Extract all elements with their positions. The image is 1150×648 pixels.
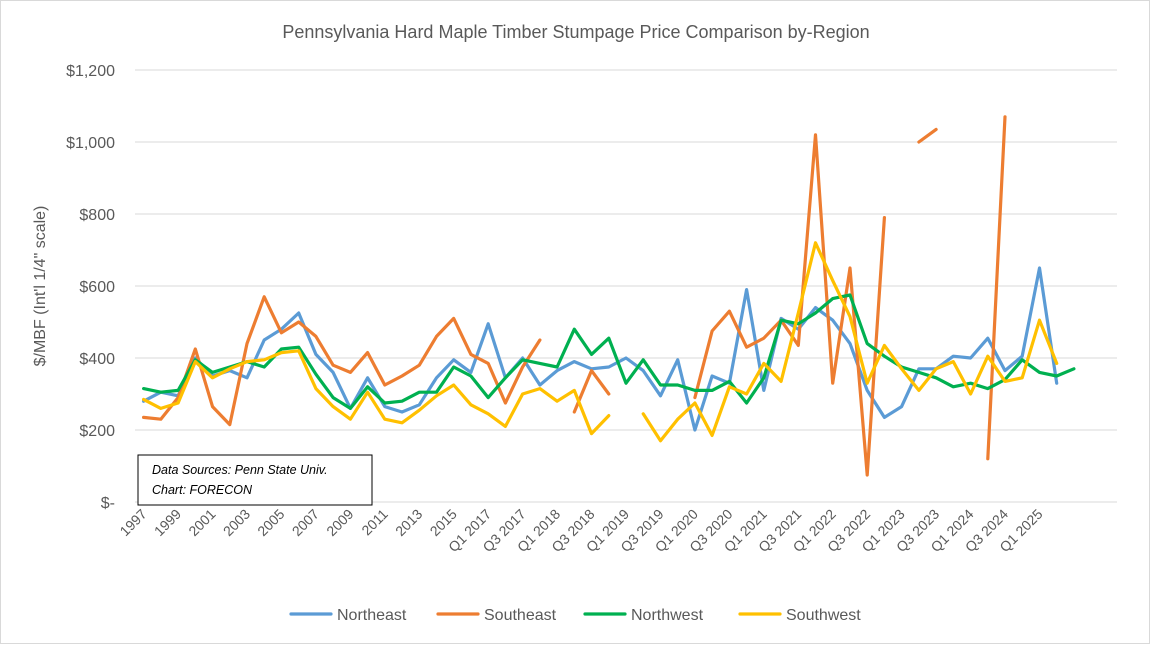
y-tick-label: $400 [79,351,115,368]
series-line-northwest [142,293,1076,410]
y-tick-label: $1,200 [66,63,115,80]
source-annotation: Data Sources: Penn State Univ. Chart: FO… [137,454,373,506]
series-northwest [142,293,1076,410]
y-axis-ticks: $- $200 $400 $600 $800 $1,000 $1,200 [66,63,115,512]
source-line-2: Chart: FORECON [152,483,253,497]
series-line-southeast [986,115,1007,461]
x-tick-label: 2013 [392,506,425,539]
x-tick-label: 2005 [254,506,287,539]
y-axis-label: $/MBF (Int'l 1/4" scale) [32,206,49,367]
legend-label: Southwest [786,607,861,624]
chart-title: Pennsylvania Hard Maple Timber Stumpage … [282,22,869,42]
series-northeast [142,266,1059,432]
series-line-northeast [142,266,1059,432]
legend: Northeast Southeast Northwest Southwest [289,607,861,624]
series-line-southeast [917,127,938,144]
series-southeast [142,115,1007,477]
y-tick-label: $- [101,495,115,512]
legend-label: Northwest [631,607,704,624]
x-tick-label: 1999 [151,506,184,539]
y-tick-label: $1,000 [66,135,115,152]
x-tick-label: 2001 [185,506,218,539]
legend-item-northeast: Northeast [289,607,407,624]
y-tick-label: $600 [79,279,115,296]
x-tick-label: 2007 [289,506,322,539]
legend-label: Southeast [484,607,557,624]
series-line-southeast [142,295,542,427]
y-tick-label: $200 [79,423,115,440]
source-line-1: Data Sources: Penn State Univ. [152,463,328,477]
x-tick-label: 2011 [358,506,391,539]
legend-item-southeast: Southeast [436,607,557,624]
legend-item-northwest: Northwest [583,607,704,624]
x-tick-label: 1997 [116,506,149,539]
series-southwest [142,241,1059,443]
y-tick-label: $800 [79,207,115,224]
legend-label: Northeast [337,607,407,624]
x-axis-ticks: 1997 1999 2001 2003 2005 2007 2009 2011 2013 2015… [116,506,1045,555]
series-line-southeast [572,369,611,414]
gridlines [135,69,1117,503]
series-lines [142,115,1076,477]
x-tick-label: 2003 [220,506,253,539]
series-line-southwest [142,349,611,436]
series-line-southwest [641,241,1059,443]
x-tick-label: 2009 [323,506,356,539]
legend-item-southwest: Southwest [738,607,861,624]
series-line-southeast [693,133,887,477]
